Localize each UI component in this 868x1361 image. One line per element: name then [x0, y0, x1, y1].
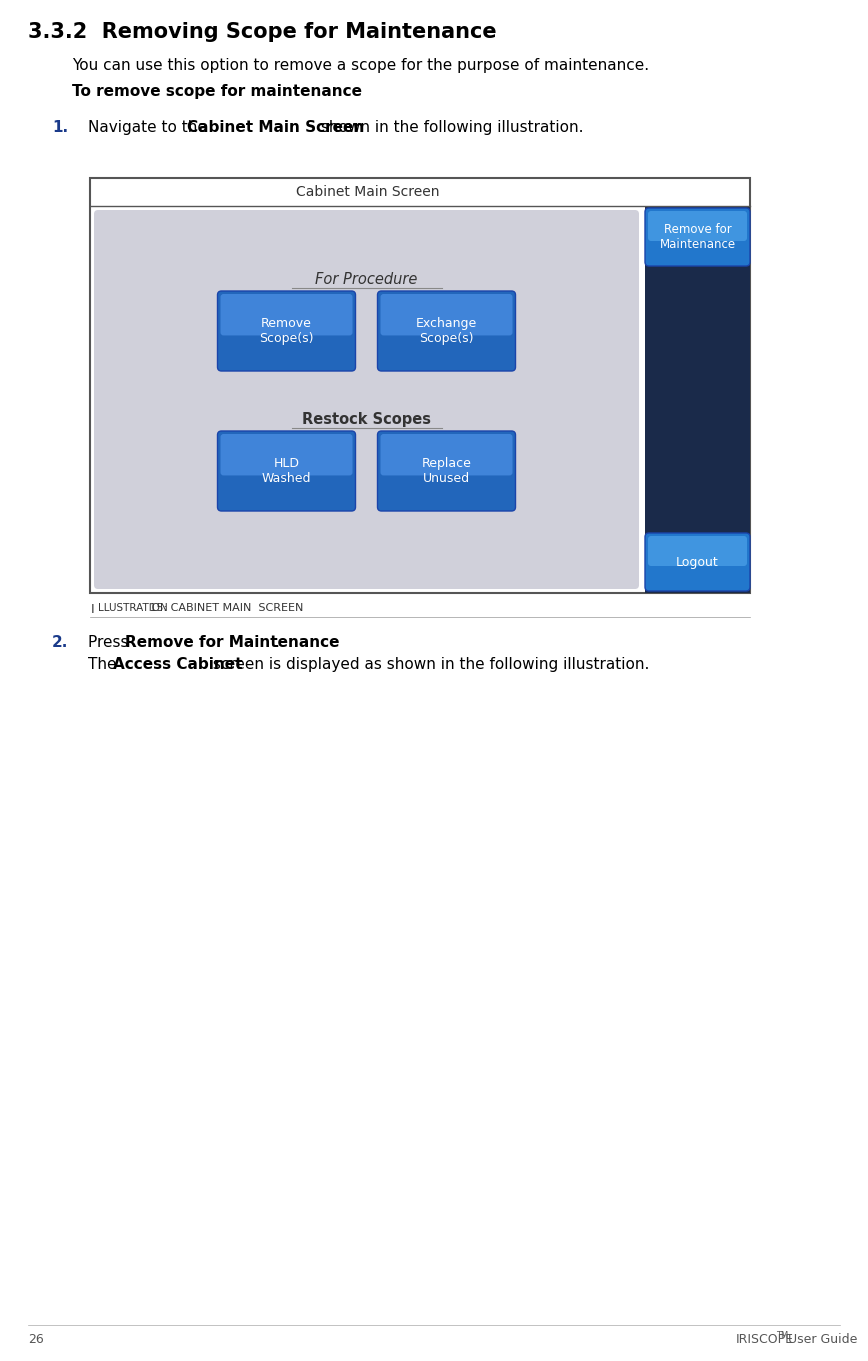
Text: Remove for Maintenance: Remove for Maintenance	[125, 636, 339, 651]
Text: To remove scope for maintenance: To remove scope for maintenance	[72, 84, 362, 99]
Text: 2.: 2.	[52, 636, 69, 651]
FancyBboxPatch shape	[645, 208, 750, 265]
Text: 1.: 1.	[52, 120, 68, 135]
Bar	[645, 206, 750, 593]
Text: Replace
Unused: Replace Unused	[422, 457, 471, 485]
Text: shown in the following illustration.: shown in the following illustration.	[317, 120, 584, 135]
Text: Cabinet Main Screen: Cabinet Main Screen	[296, 185, 439, 199]
FancyBboxPatch shape	[378, 431, 516, 510]
Text: Press: Press	[88, 636, 134, 651]
FancyBboxPatch shape	[648, 211, 747, 241]
Text: Navigate to the: Navigate to the	[88, 120, 212, 135]
FancyBboxPatch shape	[378, 291, 516, 372]
Text: Cabinet Main Screen: Cabinet Main Screen	[187, 120, 365, 135]
Text: Remove
Scope(s): Remove Scope(s)	[260, 317, 313, 344]
Bar	[90, 178, 750, 593]
Text: 15: CABINET MAIN  SCREEN: 15: CABINET MAIN SCREEN	[147, 603, 304, 612]
Text: TM: TM	[777, 1331, 789, 1341]
Text: Restock Scopes: Restock Scopes	[302, 411, 431, 426]
Text: The: The	[88, 657, 122, 672]
Text: User Guide: User Guide	[784, 1332, 858, 1346]
Text: screen is displayed as shown in the following illustration.: screen is displayed as shown in the foll…	[208, 657, 649, 672]
FancyBboxPatch shape	[380, 434, 512, 475]
Text: Logout: Logout	[676, 555, 719, 569]
FancyBboxPatch shape	[645, 534, 750, 591]
Text: You can use this option to remove a scope for the purpose of maintenance.: You can use this option to remove a scop…	[72, 59, 649, 73]
FancyBboxPatch shape	[648, 536, 747, 566]
Text: Access Cabinet: Access Cabinet	[113, 657, 242, 672]
Text: I: I	[91, 603, 95, 617]
Text: Exchange
Scope(s): Exchange Scope(s)	[416, 317, 477, 344]
Text: 26: 26	[28, 1332, 43, 1346]
FancyBboxPatch shape	[94, 210, 639, 589]
FancyBboxPatch shape	[218, 291, 356, 372]
FancyBboxPatch shape	[380, 294, 512, 335]
Text: 3.3.2  Removing Scope for Maintenance: 3.3.2 Removing Scope for Maintenance	[28, 22, 496, 42]
Text: HLD
Washed: HLD Washed	[262, 457, 312, 485]
Text: IRISCOPE: IRISCOPE	[736, 1332, 794, 1346]
Text: .: .	[275, 636, 279, 651]
FancyBboxPatch shape	[220, 294, 352, 335]
Text: LLUSTRATION: LLUSTRATION	[98, 603, 168, 612]
FancyBboxPatch shape	[220, 434, 352, 475]
Text: For Procedure: For Procedure	[315, 271, 418, 287]
Text: Remove for
Maintenance: Remove for Maintenance	[660, 223, 735, 250]
FancyBboxPatch shape	[218, 431, 356, 510]
